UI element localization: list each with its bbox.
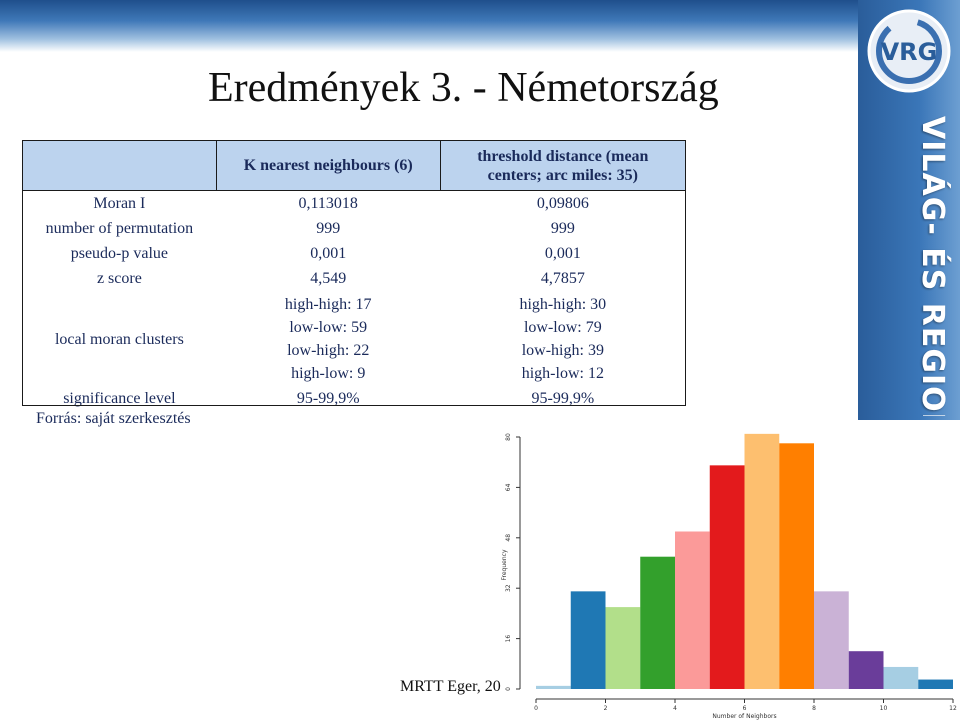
- histogram-bar-3: [640, 556, 675, 689]
- x-tick-label: 2: [604, 705, 608, 712]
- table-row: pseudo-p value 0,001 0,001: [23, 241, 686, 266]
- y-axis-title: Frequency: [501, 549, 508, 580]
- neighbors-histogram: 0 16 32 48 64 80 0 2 4 6 8 10 12 Number of Neighbors F…: [501, 433, 957, 720]
- header-band: [0, 0, 960, 52]
- x-tick-label: 10: [880, 705, 888, 712]
- histogram-bar-2: [605, 607, 641, 689]
- knn-cluster-high-high: high-high: 17: [284, 296, 372, 313]
- threshold-value: 4,7857: [540, 269, 585, 287]
- table-row-clusters: local moran clusters high-high: 17 low-l…: [23, 291, 686, 387]
- slide-title: Eredmények 3. - Németország: [208, 65, 719, 111]
- threshold-cluster-low-low: low-low: 79: [523, 319, 602, 336]
- x-tick-label: 12: [949, 705, 957, 712]
- side-banner-text: VILÁG- ÉS REGIONÁLIS G: [915, 116, 950, 416]
- histogram-bar-6: [744, 433, 780, 689]
- threshold-cluster-high-low: high-low: 12: [521, 365, 604, 382]
- knn-value: 4,549: [310, 269, 347, 287]
- histogram-bar-4: [675, 531, 710, 689]
- knn-value: 0,113018: [298, 194, 358, 212]
- header-empty-cell: [22, 140, 217, 191]
- header-threshold: threshold distance (mean centers; arc mi…: [439, 140, 687, 191]
- row-label: Moran I: [93, 194, 146, 212]
- histogram-bar-10: [883, 666, 919, 689]
- y-tick-label: 80: [505, 433, 512, 441]
- y-tick-label: 64: [505, 483, 512, 491]
- source-note: Forrás: saját szerkesztés: [36, 410, 191, 427]
- knn-cluster-low-high: low-high: 22: [287, 342, 370, 359]
- knn-clusters: high-high: 17 low-low: 59 low-high: 22 h…: [216, 291, 440, 387]
- knn-value: 95-99,9%: [296, 390, 360, 407]
- row-label: pseudo-p value: [70, 244, 169, 262]
- x-tick-label: 0: [534, 705, 538, 712]
- y-tick-label: 48: [505, 534, 512, 542]
- threshold-value: 95-99,9%: [531, 390, 595, 407]
- y-tick-label: 0: [505, 687, 512, 691]
- row-label: number of permutation: [45, 219, 194, 237]
- row-label: significance level: [63, 390, 176, 407]
- x-tick-label: 4: [673, 705, 677, 712]
- histogram-bar-5: [709, 465, 745, 689]
- x-tick-label: 8: [812, 705, 816, 712]
- row-label: local moran clusters: [54, 330, 184, 348]
- knn-value: 0,001: [310, 244, 347, 262]
- knn-cluster-high-low: high-low: 9: [291, 365, 366, 382]
- knn-value: 999: [316, 219, 341, 237]
- threshold-value: 999: [550, 219, 575, 237]
- table-row: z score 4,549 4,7857: [23, 266, 686, 291]
- table-row-significance: significance level 95-99,9% 95-99,9%: [23, 387, 686, 411]
- histogram-bar-9: [848, 651, 884, 689]
- x-axis-title: Number of Neighbors: [712, 713, 776, 720]
- x-tick-label: 6: [743, 705, 747, 712]
- histogram-bar-8: [814, 591, 849, 689]
- knn-cluster-low-low: low-low: 59: [289, 319, 368, 336]
- threshold-value: 0,09806: [536, 194, 589, 212]
- histogram-bar-11: [918, 679, 953, 689]
- footer-text: MRTT Eger, 20: [400, 678, 501, 695]
- table-header-row: K nearest neighbours (6) threshold dista…: [22, 140, 687, 191]
- row-label: z score: [96, 269, 142, 287]
- threshold-clusters: high-high: 30 low-low: 79 low-high: 39 h…: [440, 291, 685, 387]
- table-row: Moran I 0,113018 0,09806: [23, 191, 686, 217]
- results-table: K nearest neighbours (6) threshold dista…: [22, 140, 687, 411]
- histogram-bar-0: [536, 685, 571, 689]
- histogram-bar-1: [570, 591, 606, 689]
- threshold-cluster-low-high: low-high: 39: [521, 342, 604, 359]
- vrg-logo-icon: VRG: [867, 9, 951, 93]
- histogram-bar-7: [779, 443, 814, 689]
- threshold-value: 0,001: [544, 244, 581, 262]
- logo-text: VRG: [881, 38, 938, 66]
- header-knn: K nearest neighbours (6): [215, 140, 441, 191]
- y-tick-label: 32: [505, 584, 512, 592]
- threshold-cluster-high-high: high-high: 30: [519, 296, 607, 313]
- table-row: number of permutation 999 999: [23, 216, 686, 241]
- y-tick-label: 16: [505, 635, 512, 643]
